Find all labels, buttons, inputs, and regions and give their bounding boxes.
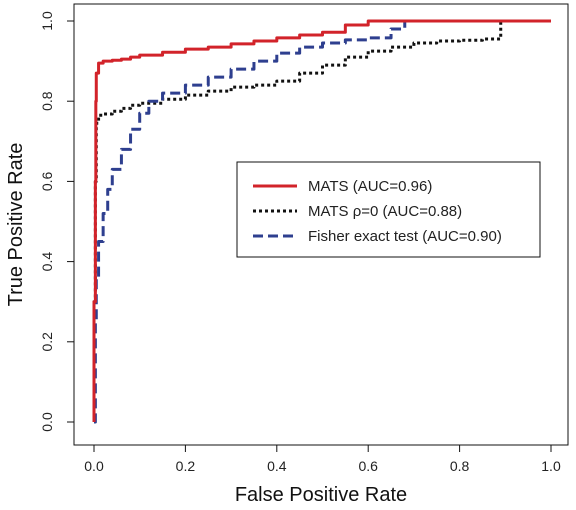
x-tick-label: 0.0	[84, 458, 104, 474]
x-tick-label: 0.4	[267, 458, 287, 474]
y-axis: 0.0 0.2 0.4 0.6 0.8 1.0	[39, 11, 75, 432]
x-axis-title: False Positive Rate	[235, 484, 407, 506]
x-axis: 0.0 0.2 0.4 0.6 0.8 1.0	[84, 444, 561, 474]
series-line	[93, 19, 551, 424]
x-tick-label: 0.8	[450, 458, 470, 474]
legend-label: Fisher exact test (AUC=0.90)	[308, 228, 502, 245]
y-axis-title: True Positive Rate	[5, 143, 27, 307]
y-tick-label: 0.4	[39, 252, 55, 272]
y-tick-label: 0.2	[39, 332, 55, 352]
x-tick-label: 0.2	[176, 458, 196, 474]
series-line	[92, 19, 551, 422]
legend-label: MATS (AUC=0.96)	[308, 178, 432, 195]
legend: MATS (AUC=0.96) MATS ρ=0 (AUC=0.88) Fisher…	[236, 161, 541, 258]
y-tick-label: 0.6	[39, 171, 55, 191]
y-tick-label: 0.0	[39, 412, 55, 432]
legend-items: MATS (AUC=0.96) MATS ρ=0 (AUC=0.88) Fisher…	[253, 178, 502, 245]
y-tick-label: 1.0	[39, 11, 55, 31]
legend-frame	[236, 161, 541, 258]
series-layer	[92, 19, 551, 424]
legend-label: MATS ρ=0 (AUC=0.88)	[308, 203, 462, 220]
y-tick-label: 0.8	[39, 91, 55, 111]
series-line	[92, 19, 551, 422]
x-tick-label: 1.0	[541, 458, 561, 474]
x-tick-label: 0.6	[358, 458, 378, 474]
